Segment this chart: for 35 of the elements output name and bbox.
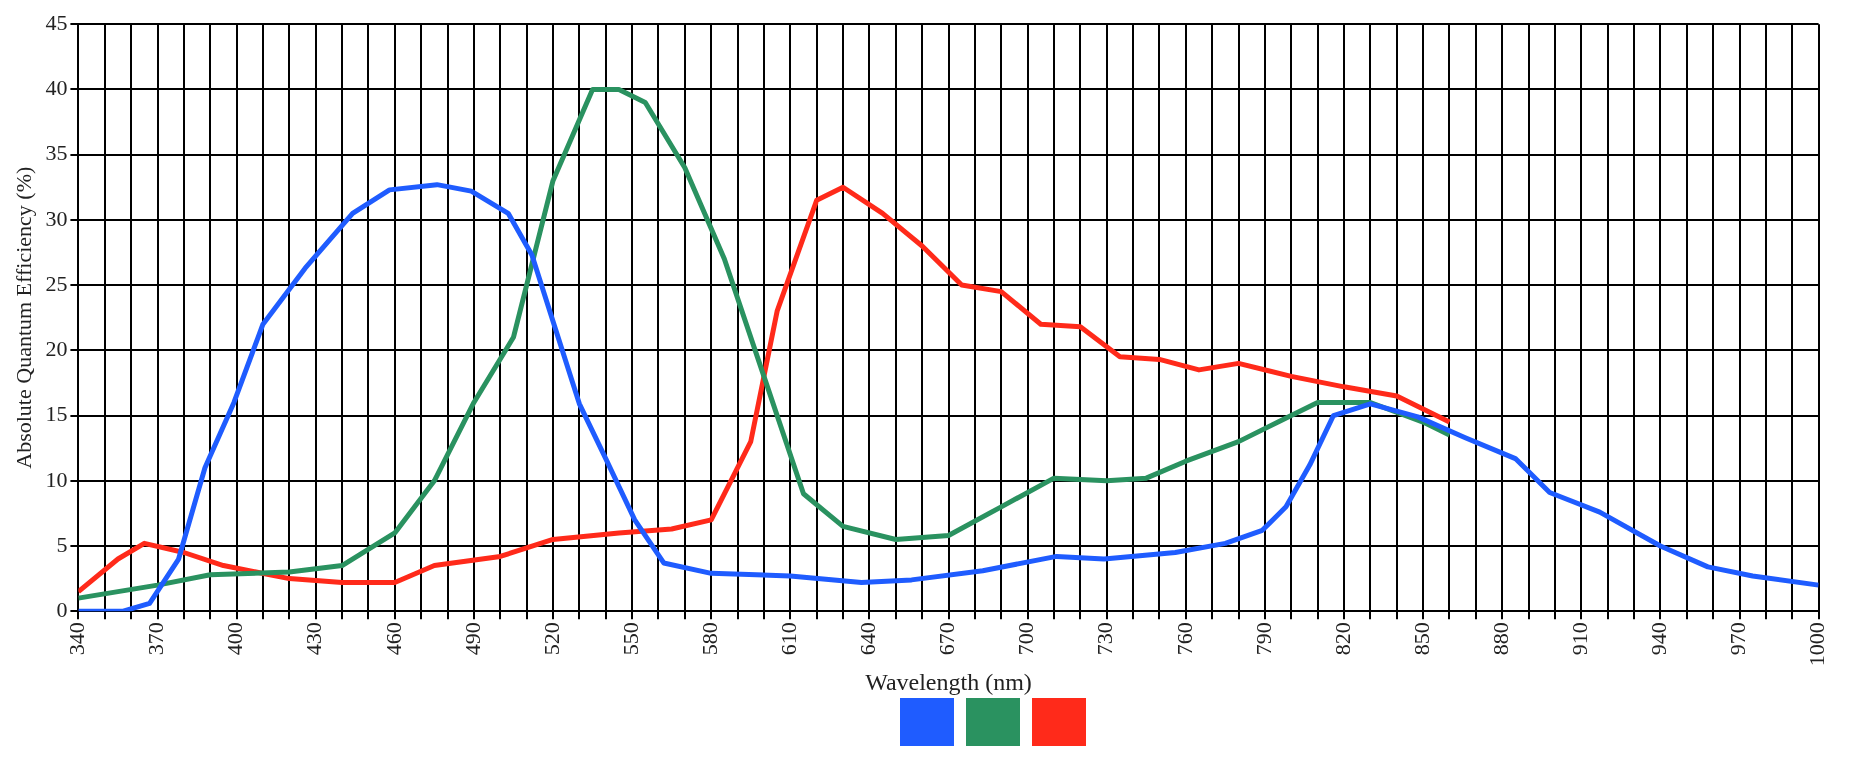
x-axis-title: Wavelength (nm) (865, 668, 1032, 695)
x-tick-label: 610 (776, 622, 802, 656)
x-tick-label: 340 (64, 622, 90, 656)
x-tick-label: 400 (222, 622, 248, 656)
x-tick-label: 910 (1567, 622, 1593, 656)
x-tick-label: 790 (1250, 622, 1276, 656)
y-tick-label: 5 (56, 531, 68, 557)
x-tick-label: 370 (143, 622, 169, 656)
y-tick-label: 35 (45, 140, 68, 166)
x-tick-label: 670 (934, 622, 960, 656)
x-tick-label: 700 (1013, 622, 1039, 656)
x-tick-label: 640 (855, 622, 881, 656)
x-tick-label: 550 (617, 622, 643, 656)
y-tick-label: 30 (45, 205, 68, 231)
y-tick-label: 0 (56, 596, 68, 622)
x-tick-label: 970 (1725, 622, 1751, 656)
y-tick-label: 45 (45, 9, 68, 35)
x-tick-label: 850 (1408, 622, 1434, 656)
y-tick-label: 25 (45, 270, 68, 296)
x-tick-label: 730 (1092, 622, 1118, 656)
x-tick-label: 430 (301, 622, 327, 656)
x-tick-label: 490 (459, 622, 485, 656)
x-tick-label: 460 (380, 622, 406, 656)
y-tick-label: 40 (45, 75, 68, 101)
y-tick-label: 20 (45, 336, 68, 362)
x-tick-label: 880 (1487, 622, 1513, 656)
x-tick-label: 820 (1329, 622, 1355, 656)
x-tick-label: 760 (1171, 622, 1197, 656)
x-tick-label: 520 (538, 622, 564, 656)
y-tick-label: 10 (45, 466, 68, 492)
y-axis-title: Absolute Quantum Efficiency (%) (10, 166, 36, 469)
x-tick-label: 940 (1646, 622, 1672, 656)
x-tick-label: 580 (696, 622, 722, 656)
y-tick-label: 15 (45, 401, 68, 427)
x-tick-label: 1000 (1804, 622, 1830, 667)
